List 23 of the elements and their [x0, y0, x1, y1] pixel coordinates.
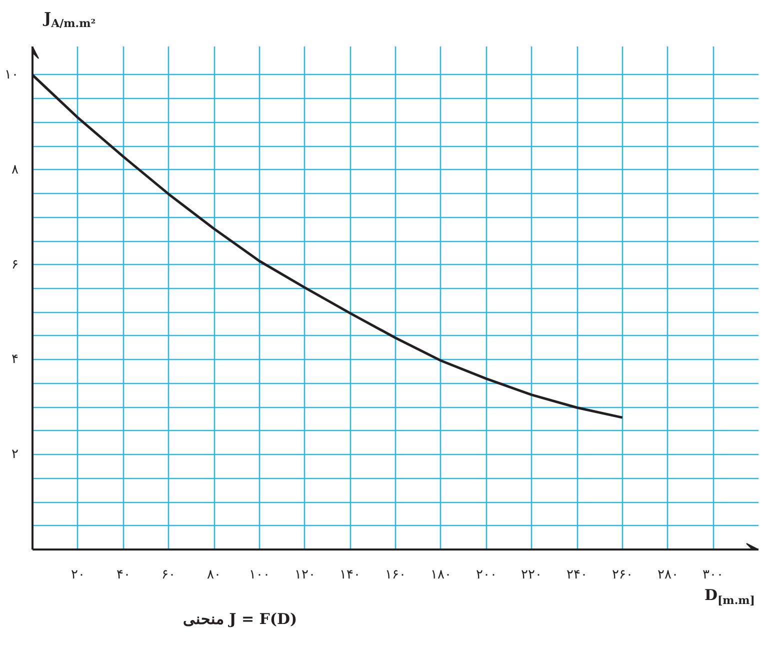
y-tick-label: ۱۰ — [4, 67, 18, 82]
y-tick-label: ۲ — [12, 447, 18, 462]
x-tick-label: ۱۴۰ — [340, 568, 361, 582]
y-axis-title: J$_{A/m.m²}$ — [42, 8, 96, 32]
x-tick-label: ۲۰۰ — [476, 568, 497, 582]
x-tick-label: ۱۶۰ — [385, 568, 406, 582]
y-tick-label: ۸ — [12, 162, 18, 178]
x-tick-label: ۱۸۰ — [430, 568, 452, 582]
x-tick-label: ۶۰ — [162, 568, 176, 582]
y-tick-label: ۴ — [12, 352, 18, 368]
x-tick-label: ۲۶۰ — [612, 568, 633, 582]
x-tick-label: ۳۰۰ — [702, 568, 724, 582]
text: منحنی J = F(D) — [182, 608, 298, 630]
x-tick-label: ۱۰۰ — [248, 568, 270, 582]
x-axis-title: D$_{[m.m]}$ — [703, 585, 755, 609]
x-tick-label: ۱۲۰ — [294, 568, 316, 582]
y-tick-label: ۶ — [12, 257, 18, 272]
x-tick-label: ۲۴۰ — [566, 568, 588, 582]
x-tick-label: ۲۰ — [70, 568, 85, 582]
x-tick-label: ۲۲۰ — [521, 568, 542, 582]
x-tick-label: ۸۰ — [207, 568, 221, 582]
x-tick-label: ۲۸۰ — [657, 568, 678, 582]
x-tick-label: ۴۰ — [116, 568, 130, 582]
